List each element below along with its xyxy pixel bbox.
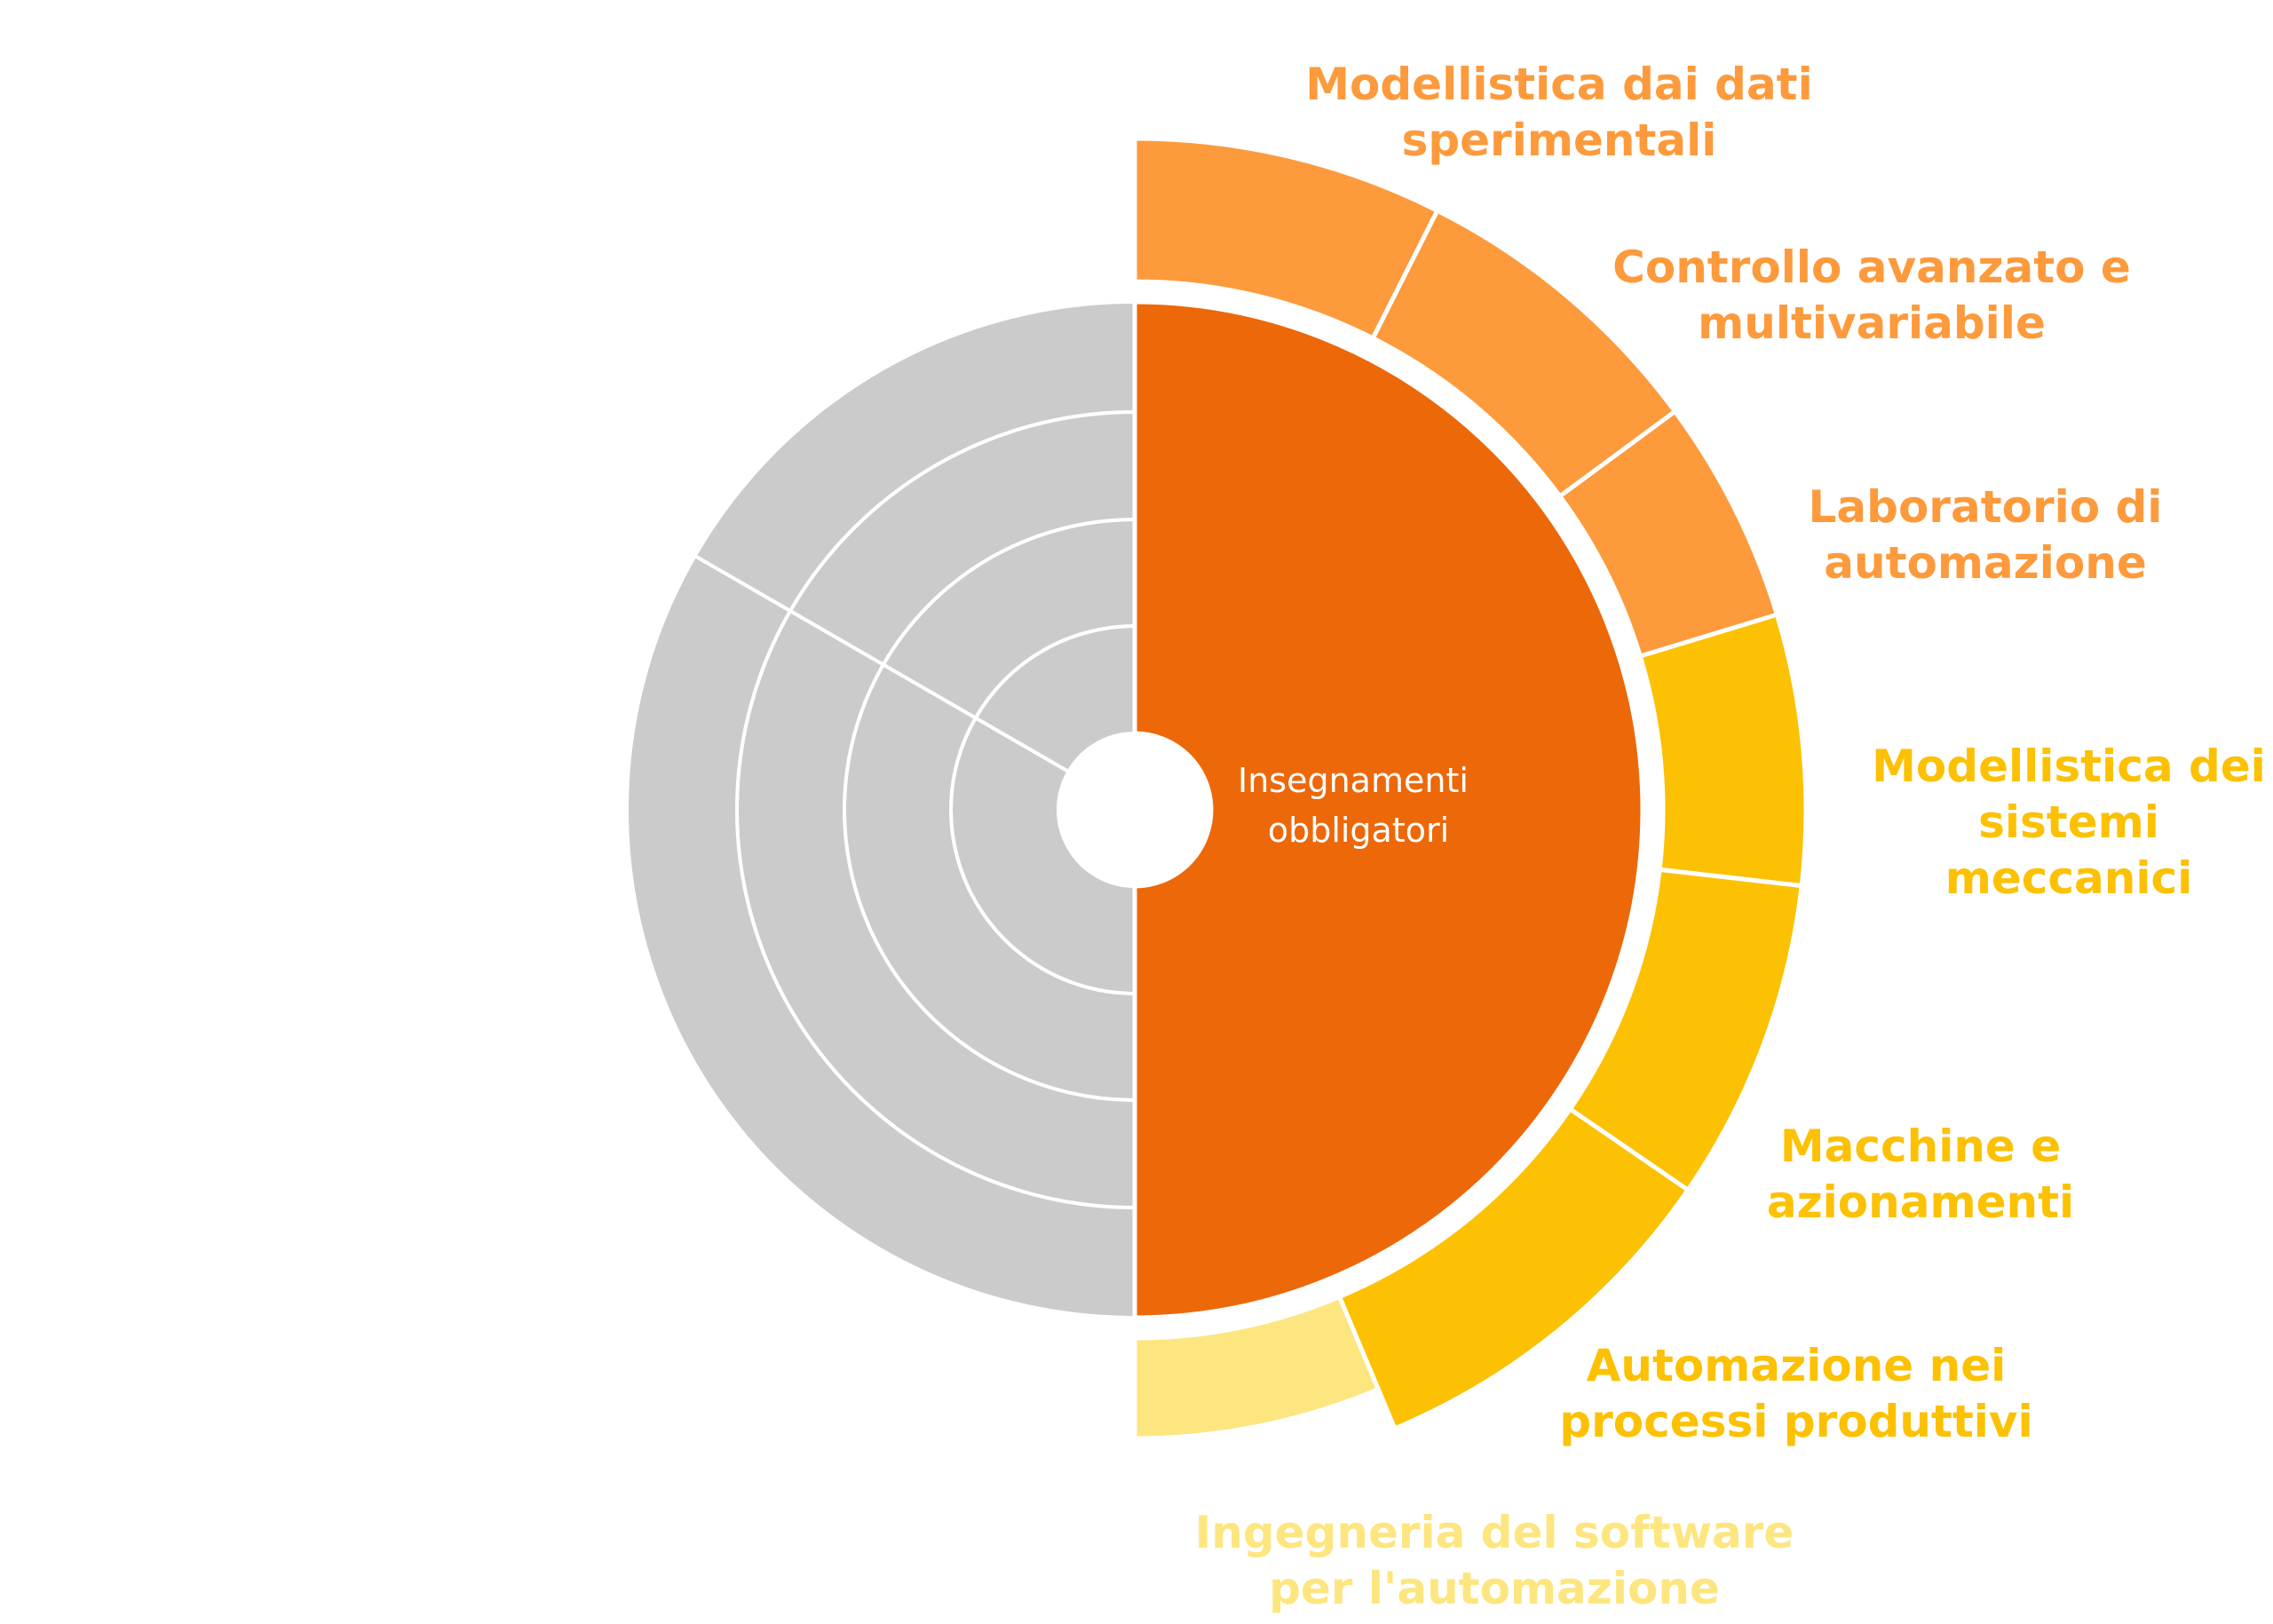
center-label-line: Insegnamenti bbox=[1238, 761, 1469, 800]
segment-label-line: Macchine e bbox=[1780, 1121, 2061, 1172]
segment-label-controllo-avanzato: Controllo avanzato e multivariabile bbox=[1612, 242, 2131, 349]
segment-label-line: Controllo avanzato e bbox=[1612, 242, 2131, 293]
center-label-line: obbligatori bbox=[1268, 811, 1449, 850]
segment-label-line: Laboratorio di bbox=[1809, 481, 2163, 533]
segment-label-line: automazione bbox=[1824, 537, 2147, 589]
segment-label-modellistica-sistemi: Modellistica dei sistemi meccanici bbox=[1872, 741, 2266, 904]
segment-label-automazione-processi: Automazione nei processi produttivi bbox=[1559, 1340, 2032, 1447]
segment-label-modellistica-dati: Modellistica dai dati sperimentali bbox=[1305, 59, 1812, 166]
segment-label-line: meccanici bbox=[1945, 852, 2193, 904]
segment-label-line: sperimentali bbox=[1402, 115, 1717, 166]
center-hole bbox=[1058, 733, 1211, 886]
segment-label-line: per l'automazione bbox=[1269, 1563, 1720, 1614]
segment-label-line: Modellistica dei bbox=[1872, 741, 2266, 792]
outer-segment-automazione-processi[interactable] bbox=[1336, 1105, 1691, 1432]
center-label: Insegnamenti obbligatori bbox=[1238, 761, 1479, 850]
segment-label-line: Automazione nei bbox=[1587, 1340, 2007, 1391]
outer-segment-modellistica-sistemi[interactable] bbox=[1637, 612, 1809, 889]
segment-label-line: multivariabile bbox=[1698, 297, 2046, 349]
segment-label-line: Modellistica dai dati bbox=[1305, 59, 1812, 110]
outer-segment-ingegneria-software[interactable] bbox=[1132, 1294, 1382, 1441]
segment-label-laboratorio-automazione: Laboratorio di automazione bbox=[1809, 481, 2163, 589]
segment-label-line: Ingegneria del software bbox=[1195, 1507, 1794, 1558]
segment-label-line: processi produttivi bbox=[1559, 1396, 2032, 1447]
grey-rings bbox=[625, 299, 1136, 1320]
segment-label-macchine-azionamenti: Macchine e azionamenti bbox=[1767, 1121, 2074, 1228]
segment-labels: Modellistica dai dati sperimentali Control… bbox=[1195, 59, 2266, 1614]
segment-label-line: azionamenti bbox=[1767, 1176, 2074, 1228]
segment-label-ingegneria-software: Ingegneria del software per l'automazione bbox=[1195, 1507, 1794, 1614]
segment-label-line: sistemi bbox=[1978, 796, 2159, 848]
grey-ring-segment bbox=[625, 553, 1136, 1320]
outer-segments bbox=[1132, 136, 1809, 1441]
